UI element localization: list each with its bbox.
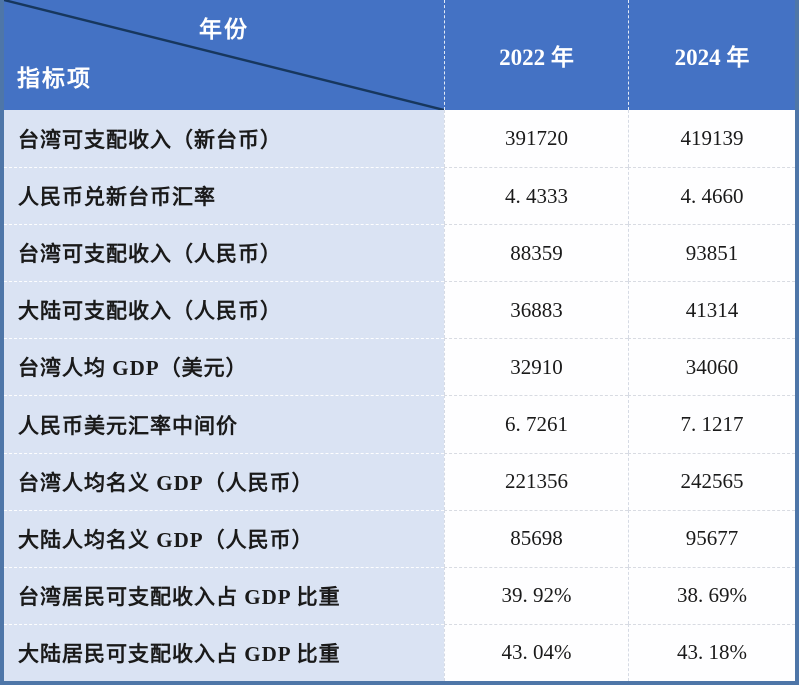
indicator-label: 台湾可支配收入（新台币） (4, 110, 444, 168)
value-2022: 32910 (444, 338, 628, 396)
value-2022: 39. 92% (444, 566, 628, 624)
table-body: 台湾可支配收入（新台币） 391720 419139 人民币兑新台币汇率 4. 4333… (4, 110, 795, 681)
value-2022: 391720 (444, 110, 628, 168)
value-2022: 4. 4333 (444, 167, 628, 225)
indicator-label: 台湾人均 GDP（美元） (4, 338, 444, 396)
indicator-label: 大陆人均名义 GDP（人民币） (4, 509, 444, 567)
indicator-label: 大陆可支配收入（人民币） (4, 281, 444, 339)
value-2024: 93851 (628, 224, 795, 282)
indicator-label: 大陆居民可支配收入占 GDP 比重 (4, 623, 444, 681)
value-2024: 43. 18% (628, 623, 795, 681)
table-row: 大陆居民可支配收入占 GDP 比重 43. 04% 43. 18% (4, 623, 795, 681)
column-header-2024: 2024 年 (628, 0, 795, 110)
value-2024: 419139 (628, 110, 795, 168)
indicator-label: 人民币美元汇率中间价 (4, 395, 444, 453)
table-row: 台湾人均 GDP（美元） 32910 34060 (4, 338, 795, 396)
value-2024: 242565 (628, 452, 795, 510)
table-header-row: 年份 指标项 2022 年 2024 年 (4, 0, 795, 110)
column-header-2022: 2022 年 (444, 0, 628, 110)
value-2022: 221356 (444, 452, 628, 510)
indicator-label: 人民币兑新台币汇率 (4, 167, 444, 225)
value-2024: 95677 (628, 509, 795, 567)
diagonal-divider-line (4, 0, 444, 110)
indicator-label: 台湾居民可支配收入占 GDP 比重 (4, 566, 444, 624)
table-row: 大陆可支配收入（人民币） 36883 41314 (4, 281, 795, 339)
value-2024: 7. 1217 (628, 395, 795, 453)
diagonal-header-cell: 年份 指标项 (4, 0, 444, 110)
header-indicator-axis-label: 指标项 (17, 66, 92, 91)
indicator-label: 台湾可支配收入（人民币） (4, 224, 444, 282)
table-row: 人民币兑新台币汇率 4. 4333 4. 4660 (4, 167, 795, 225)
header-year-axis-label: 年份 (199, 17, 249, 42)
table-row: 台湾可支配收入（新台币） 391720 419139 (4, 110, 795, 168)
value-2022: 88359 (444, 224, 628, 282)
table-row: 台湾人均名义 GDP（人民币） 221356 242565 (4, 452, 795, 510)
value-2022: 6. 7261 (444, 395, 628, 453)
value-2024: 38. 69% (628, 566, 795, 624)
value-2024: 4. 4660 (628, 167, 795, 225)
table-row: 台湾居民可支配收入占 GDP 比重 39. 92% 38. 69% (4, 566, 795, 624)
value-2022: 85698 (444, 509, 628, 567)
table-row: 台湾可支配收入（人民币） 88359 93851 (4, 224, 795, 282)
indicator-label: 台湾人均名义 GDP（人民币） (4, 452, 444, 510)
value-2024: 34060 (628, 338, 795, 396)
value-2022: 36883 (444, 281, 628, 339)
value-2022: 43. 04% (444, 623, 628, 681)
table-row: 人民币美元汇率中间价 6. 7261 7. 1217 (4, 395, 795, 453)
table-row: 大陆人均名义 GDP（人民币） 85698 95677 (4, 509, 795, 567)
value-2024: 41314 (628, 281, 795, 339)
